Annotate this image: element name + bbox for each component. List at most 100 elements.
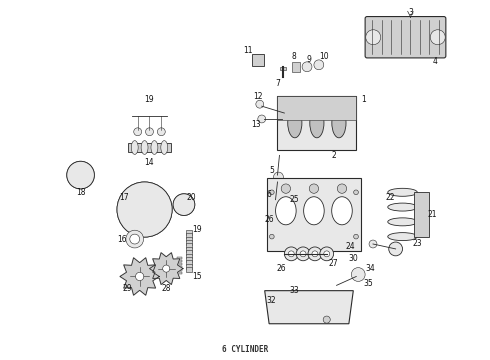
Bar bbox=[186, 260, 192, 265]
Bar bbox=[186, 237, 192, 242]
Bar bbox=[177, 263, 182, 265]
Circle shape bbox=[179, 197, 181, 199]
Ellipse shape bbox=[388, 203, 417, 211]
Bar bbox=[177, 257, 182, 259]
Circle shape bbox=[130, 234, 140, 244]
Circle shape bbox=[138, 203, 151, 216]
Polygon shape bbox=[149, 253, 183, 284]
Bar bbox=[177, 271, 182, 274]
Circle shape bbox=[284, 247, 298, 261]
Text: 20: 20 bbox=[186, 193, 196, 202]
Text: 17: 17 bbox=[119, 193, 129, 202]
Bar bbox=[277, 96, 356, 150]
Circle shape bbox=[302, 62, 312, 72]
Text: 19: 19 bbox=[145, 95, 154, 104]
Ellipse shape bbox=[388, 233, 417, 240]
Circle shape bbox=[288, 251, 294, 257]
Circle shape bbox=[354, 234, 358, 239]
Circle shape bbox=[69, 173, 73, 177]
Text: 28: 28 bbox=[162, 284, 171, 293]
Bar bbox=[277, 96, 356, 120]
Text: 8: 8 bbox=[292, 53, 296, 62]
Circle shape bbox=[84, 165, 87, 168]
Text: 27: 27 bbox=[329, 259, 339, 268]
Ellipse shape bbox=[332, 197, 352, 225]
Circle shape bbox=[126, 191, 142, 207]
Circle shape bbox=[351, 267, 365, 282]
Circle shape bbox=[74, 182, 77, 185]
Text: 10: 10 bbox=[319, 53, 329, 62]
Circle shape bbox=[389, 242, 402, 256]
Circle shape bbox=[136, 273, 144, 281]
Circle shape bbox=[74, 165, 77, 168]
Ellipse shape bbox=[310, 108, 324, 138]
Circle shape bbox=[134, 128, 142, 136]
Bar bbox=[186, 253, 192, 258]
FancyBboxPatch shape bbox=[267, 177, 361, 251]
Circle shape bbox=[74, 169, 87, 181]
Text: 1: 1 bbox=[361, 95, 366, 104]
Bar bbox=[177, 260, 182, 262]
Circle shape bbox=[179, 200, 189, 210]
Text: 25: 25 bbox=[290, 195, 299, 204]
Circle shape bbox=[312, 251, 318, 257]
Text: 35: 35 bbox=[363, 279, 373, 288]
Bar bbox=[186, 243, 192, 248]
Circle shape bbox=[147, 212, 163, 228]
Text: 15: 15 bbox=[192, 272, 201, 281]
Text: 23: 23 bbox=[413, 239, 422, 248]
Circle shape bbox=[126, 230, 144, 248]
Circle shape bbox=[126, 212, 142, 228]
Ellipse shape bbox=[388, 218, 417, 226]
Ellipse shape bbox=[304, 197, 324, 225]
Ellipse shape bbox=[151, 141, 158, 154]
Bar bbox=[186, 257, 192, 262]
Text: 26: 26 bbox=[277, 264, 286, 273]
FancyBboxPatch shape bbox=[365, 17, 446, 58]
Circle shape bbox=[67, 161, 95, 189]
Text: 24: 24 bbox=[345, 242, 355, 251]
Bar bbox=[177, 266, 182, 268]
Bar bbox=[177, 269, 182, 271]
Circle shape bbox=[369, 240, 377, 248]
Circle shape bbox=[320, 247, 334, 261]
Text: 30: 30 bbox=[348, 254, 358, 263]
Circle shape bbox=[309, 184, 318, 193]
Text: 32: 32 bbox=[267, 296, 276, 305]
Text: 26: 26 bbox=[265, 215, 274, 224]
Circle shape bbox=[117, 182, 172, 237]
Text: 7: 7 bbox=[275, 79, 280, 88]
Circle shape bbox=[296, 247, 310, 261]
Text: 11: 11 bbox=[243, 45, 253, 54]
Circle shape bbox=[308, 247, 322, 261]
Text: 33: 33 bbox=[290, 286, 299, 295]
Text: 4: 4 bbox=[433, 57, 438, 66]
Bar bbox=[186, 247, 192, 252]
Circle shape bbox=[190, 203, 193, 206]
Circle shape bbox=[256, 100, 264, 108]
Circle shape bbox=[366, 30, 381, 45]
Circle shape bbox=[89, 173, 92, 177]
Circle shape bbox=[337, 184, 346, 193]
Circle shape bbox=[187, 197, 189, 199]
Text: 16: 16 bbox=[117, 235, 127, 244]
Bar bbox=[280, 67, 286, 70]
Text: 13: 13 bbox=[251, 120, 261, 129]
Ellipse shape bbox=[131, 141, 138, 154]
Text: 9: 9 bbox=[307, 55, 312, 64]
Text: 14: 14 bbox=[145, 158, 154, 167]
Bar bbox=[292, 62, 300, 72]
Polygon shape bbox=[120, 258, 159, 295]
Text: 3: 3 bbox=[408, 8, 413, 17]
Circle shape bbox=[270, 234, 274, 239]
Text: 19: 19 bbox=[192, 225, 201, 234]
Circle shape bbox=[273, 172, 283, 182]
Bar bbox=[186, 230, 192, 235]
Text: 29: 29 bbox=[122, 284, 132, 293]
Circle shape bbox=[179, 210, 181, 213]
Circle shape bbox=[147, 191, 163, 207]
Circle shape bbox=[175, 203, 177, 206]
Circle shape bbox=[300, 251, 306, 257]
Text: 21: 21 bbox=[427, 210, 437, 219]
Circle shape bbox=[258, 115, 266, 123]
